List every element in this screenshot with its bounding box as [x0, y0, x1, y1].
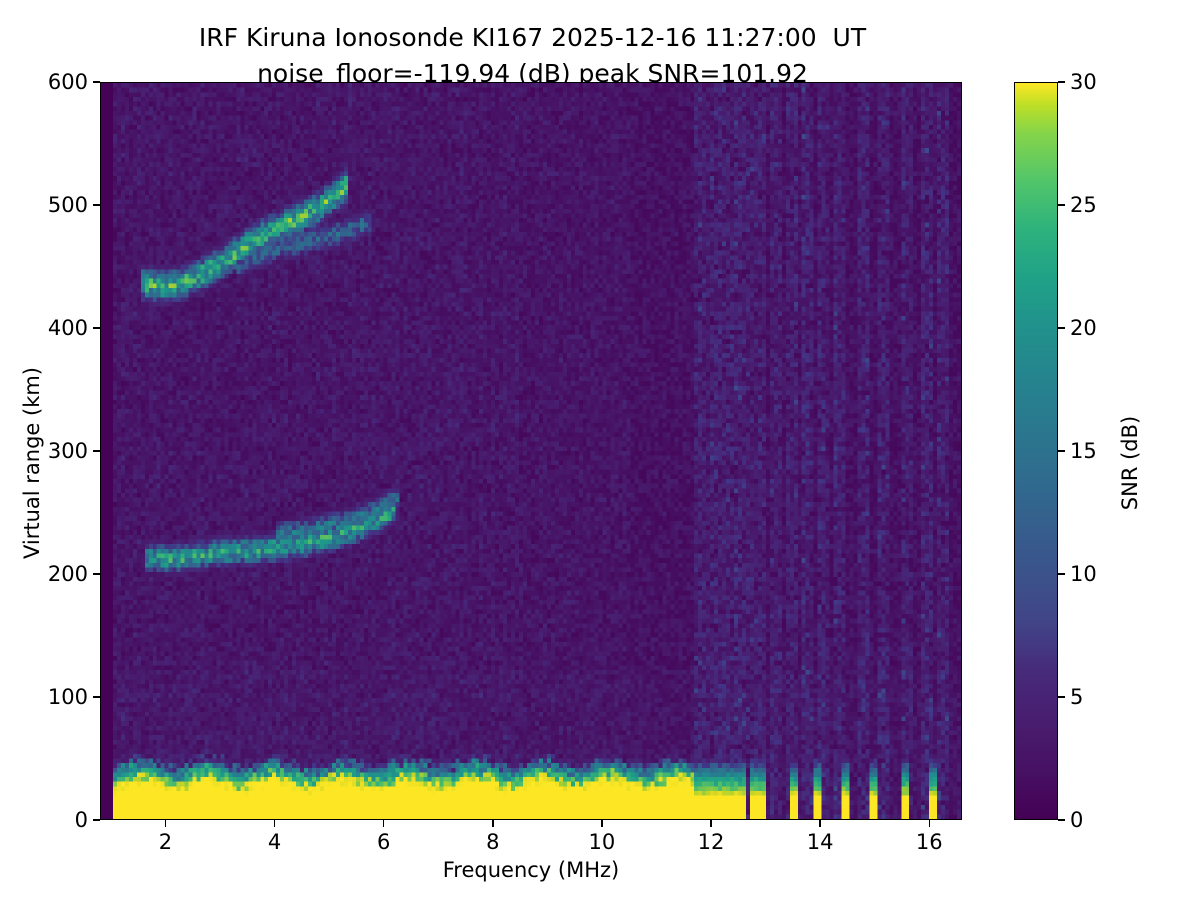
colorbar-tick-mark — [1058, 450, 1065, 452]
x-tick-mark — [819, 820, 821, 827]
colorbar-tick-mark — [1058, 573, 1065, 575]
y-tick-label: 200 — [47, 562, 88, 586]
y-tick-label: 100 — [47, 685, 88, 709]
x-tick-mark — [164, 820, 167, 827]
x-tick-label: 2 — [158, 830, 173, 854]
y-tick-mark — [93, 327, 100, 329]
y-tick-label: 0 — [74, 808, 88, 832]
colorbar-tick-mark — [1058, 696, 1065, 698]
colorbar-tick-label: 25 — [1070, 193, 1097, 217]
y-tick-label: 400 — [47, 316, 88, 340]
y-tick-mark — [93, 204, 100, 206]
x-tick-label: 10 — [588, 830, 616, 854]
colorbar-tick-label: 0 — [1070, 808, 1084, 832]
colorbar-tick-mark — [1058, 819, 1065, 821]
x-tick-label: 16 — [915, 830, 943, 854]
x-tick-mark — [928, 820, 930, 827]
y-tick-mark — [93, 81, 100, 83]
y-tick-mark — [93, 696, 100, 698]
ionogram-plot-area[interactable] — [100, 82, 962, 820]
y-axis-label: Virtual range (km) — [20, 366, 44, 560]
x-tick-label: 12 — [697, 830, 725, 854]
x-tick-label: 4 — [267, 830, 282, 854]
y-tick-mark — [93, 450, 100, 452]
colorbar-label: SNR (dB) — [1118, 415, 1142, 511]
colorbar-tick-label: 15 — [1070, 439, 1097, 463]
y-tick-mark — [93, 573, 100, 575]
y-tick-label: 300 — [47, 439, 88, 463]
colorbar-tick-mark — [1058, 204, 1065, 206]
y-tick-mark — [93, 819, 100, 821]
x-tick-label: 6 — [377, 830, 391, 854]
heatmap-canvas — [101, 83, 961, 819]
colorbar-tick-label: 20 — [1070, 316, 1097, 340]
x-tick-mark — [601, 820, 603, 827]
colorbar-tick-label: 30 — [1070, 70, 1097, 94]
x-tick-mark — [382, 820, 385, 827]
y-tick-label: 500 — [47, 193, 88, 217]
x-tick-label: 14 — [806, 830, 834, 854]
colorbar-tick-label: 10 — [1070, 562, 1097, 586]
x-tick-mark — [710, 820, 712, 827]
x-axis-label: Frequency (MHz) — [442, 858, 620, 882]
y-tick-label: 600 — [47, 70, 88, 94]
colorbar-tick-mark — [1058, 81, 1065, 83]
x-tick-label: 8 — [486, 830, 500, 854]
x-tick-mark — [273, 820, 276, 827]
colorbar — [1014, 82, 1058, 820]
colorbar-tick-mark — [1058, 327, 1065, 329]
title-line-1: IRF Kiruna Ionosonde KI167 2025-12-16 11… — [198, 23, 867, 52]
heatmap-image — [101, 83, 961, 819]
x-tick-mark — [492, 820, 494, 827]
colorbar-tick-label: 5 — [1070, 685, 1084, 709]
